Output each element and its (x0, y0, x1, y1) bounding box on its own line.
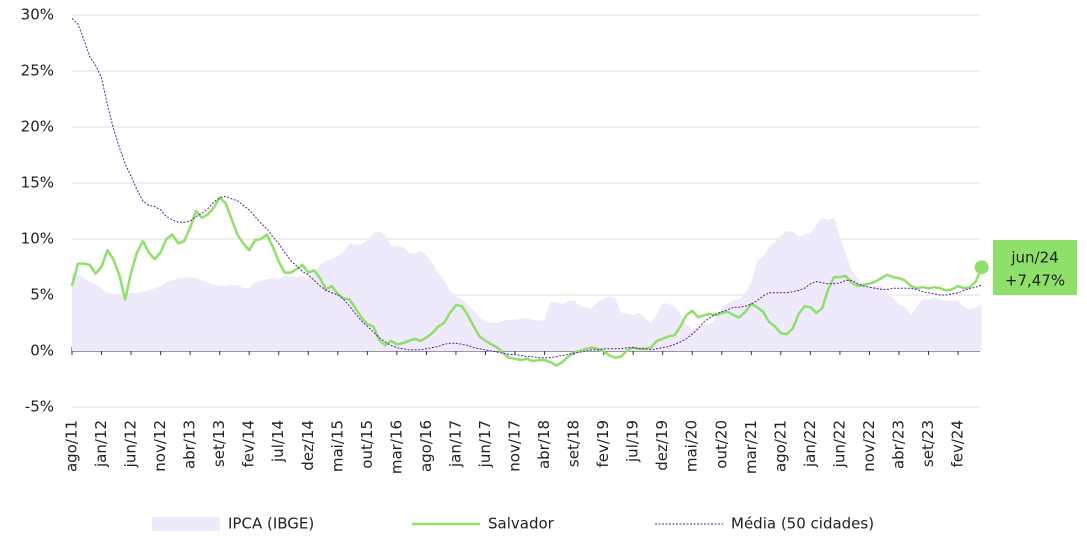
x-tick-label: jan/12 (92, 420, 110, 468)
x-tick-label: set/23 (919, 420, 937, 467)
y-tick-label: -5% (25, 398, 54, 416)
x-tick-label: abr/23 (889, 420, 907, 469)
legend-swatch (152, 517, 220, 531)
x-tick-label: abr/18 (535, 420, 553, 469)
y-tick-label: 25% (21, 62, 54, 80)
x-tick-label: set/18 (565, 420, 583, 467)
line (71, 18, 982, 359)
x-tick-label: jul/14 (269, 420, 287, 463)
y-tick-label: 10% (21, 230, 54, 248)
x-tick-label: fev/19 (594, 420, 612, 468)
x-tick-label: jan/17 (446, 420, 464, 468)
x-tick-label: ago/11 (63, 420, 81, 472)
annotation-date: jun/24 (1010, 249, 1058, 267)
area (72, 217, 982, 351)
x-tick-label: mai/20 (683, 420, 701, 472)
x-tick-label: fev/24 (949, 420, 967, 468)
x-tick-label: mar/16 (387, 420, 405, 474)
x-tick-label: set/13 (210, 420, 228, 467)
x-tick-label: nov/17 (506, 420, 524, 472)
x-tick-label: dez/19 (653, 420, 671, 471)
x-tick-label: ago/16 (417, 420, 435, 472)
x-tick-label: out/15 (358, 420, 376, 469)
legend-label: IPCA (IBGE) (228, 515, 314, 533)
annotation-box (993, 240, 1077, 295)
y-tick-label: 5% (30, 286, 54, 304)
x-tick-label: jan/22 (801, 420, 819, 468)
x-tick-label: nov/22 (860, 420, 878, 472)
x-tick-label: jun/17 (476, 420, 494, 468)
legend-label: Média (50 cidades) (731, 515, 874, 533)
x-tick-label: mai/15 (328, 420, 346, 472)
y-tick-label: 15% (21, 174, 54, 192)
annotation-value: +7,47% (1005, 272, 1065, 290)
x-tick-label: jun/12 (122, 420, 140, 468)
x-tick-label: out/20 (712, 420, 730, 469)
x-tick-label: jun/22 (830, 420, 848, 468)
x-tick-label: mar/21 (742, 420, 760, 474)
legend-label: Salvador (488, 515, 555, 533)
x-tick-label: ago/21 (771, 420, 789, 472)
y-tick-label: 20% (21, 118, 54, 136)
x-tick-label: fev/14 (240, 420, 258, 468)
y-tick-label: 0% (30, 342, 54, 360)
x-tick-label: abr/13 (181, 420, 199, 469)
x-tick-label: nov/12 (151, 420, 169, 472)
end-point (974, 260, 989, 275)
x-tick-label: dez/14 (299, 420, 317, 471)
line (70, 196, 983, 367)
annotation: jun/24 +7,47% (993, 240, 1077, 295)
x-tick-label: jul/19 (624, 420, 642, 463)
y-tick-label: 30% (21, 6, 54, 24)
